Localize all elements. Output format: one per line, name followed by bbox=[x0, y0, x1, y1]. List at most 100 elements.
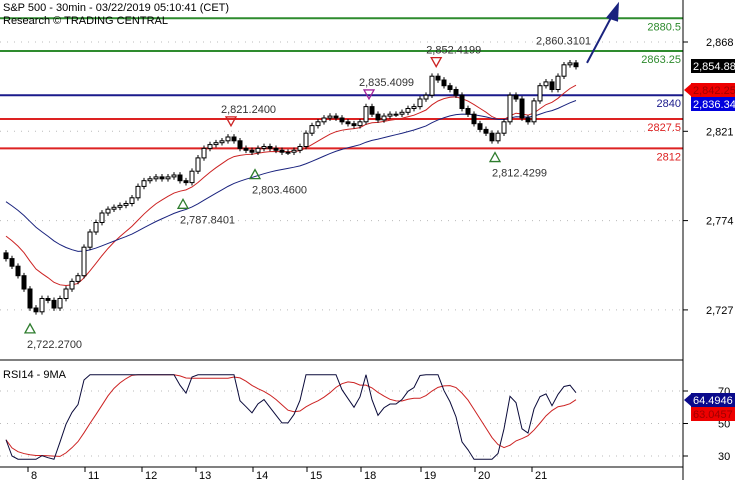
candle-body bbox=[39, 298, 45, 313]
candle-body bbox=[219, 140, 225, 144]
candle-body bbox=[141, 180, 147, 187]
candle-body bbox=[549, 81, 555, 91]
candle-body bbox=[333, 115, 339, 119]
candle-body bbox=[87, 231, 93, 248]
forecast-arrow-head-icon bbox=[606, 1, 619, 22]
candle-body bbox=[357, 121, 363, 127]
candle-body bbox=[93, 222, 99, 233]
candlesticks bbox=[3, 60, 579, 315]
candle-body bbox=[57, 298, 63, 309]
candle-body bbox=[399, 111, 405, 115]
candle-body bbox=[243, 147, 249, 151]
candle-body bbox=[51, 299, 57, 309]
candle-body bbox=[477, 123, 483, 130]
rsi-y-tick-label: 50 bbox=[718, 419, 730, 431]
candle-body bbox=[573, 62, 579, 68]
candle-body bbox=[33, 307, 39, 313]
high-annotation-label: 2,835.4099 bbox=[359, 77, 414, 89]
rsi-y-tick-label: 30 bbox=[718, 451, 730, 463]
high-annotation-label: 2,821.2400 bbox=[221, 104, 276, 116]
candle-body bbox=[555, 75, 561, 90]
candle-body bbox=[501, 121, 507, 134]
candle-body bbox=[561, 64, 567, 77]
candle-body bbox=[237, 140, 243, 149]
moving-averages bbox=[5, 84, 577, 286]
candle-body bbox=[231, 136, 237, 142]
candle-body bbox=[9, 258, 15, 267]
rsi-value-tag-pointer bbox=[684, 393, 692, 407]
last-price-tag: 2,854.88 bbox=[693, 61, 735, 73]
x-tick-label: 14 bbox=[256, 470, 268, 480]
candle-body bbox=[153, 176, 159, 180]
candle-body bbox=[489, 132, 495, 142]
candle-body bbox=[183, 180, 189, 184]
x-tick-label: 8 bbox=[31, 470, 37, 480]
rsi-value-tag-bg bbox=[691, 393, 735, 407]
candle-body bbox=[111, 206, 117, 210]
candle-body bbox=[267, 146, 273, 149]
ma-fast-tag-bg bbox=[691, 83, 735, 97]
candle-body bbox=[447, 85, 453, 90]
candle-body bbox=[99, 212, 105, 223]
candle-body bbox=[411, 106, 417, 109]
grid-lines bbox=[0, 41, 683, 457]
candle-body bbox=[171, 174, 177, 178]
candle-body bbox=[165, 176, 171, 180]
rsi-value-tag: 64.4946 bbox=[693, 395, 733, 407]
moving-average-line bbox=[5, 100, 577, 252]
y-tick-label: 2,774 bbox=[706, 216, 734, 228]
level-label: 2812 bbox=[657, 151, 681, 163]
candle-body bbox=[75, 275, 81, 282]
candle-body bbox=[273, 147, 279, 151]
low-marker-triangle-icon bbox=[488, 151, 502, 163]
candle-body bbox=[189, 170, 195, 184]
low-marker-triangle-icon bbox=[23, 322, 37, 334]
candle-body bbox=[375, 113, 381, 121]
y-tick-label: 2,727 bbox=[706, 305, 734, 317]
candle-body bbox=[303, 132, 309, 147]
x-tick-label: 13 bbox=[199, 470, 211, 480]
candle-body bbox=[285, 151, 291, 154]
candle-body bbox=[63, 288, 69, 299]
candle-body bbox=[513, 94, 519, 100]
candle-body bbox=[363, 106, 369, 123]
low-annotation-label: 2,803.4600 bbox=[252, 185, 307, 197]
candle-body bbox=[255, 147, 261, 153]
candle-body bbox=[387, 113, 393, 117]
candle-body bbox=[345, 121, 351, 125]
x-tick-label: 15 bbox=[310, 470, 322, 480]
low-annotation-label: 2,722.2700 bbox=[27, 339, 82, 351]
candle-body bbox=[543, 81, 549, 87]
high-marker-triangle-icon bbox=[224, 116, 238, 128]
candle-body bbox=[465, 108, 471, 115]
level-label: 2840 bbox=[657, 98, 681, 110]
candle-body bbox=[429, 75, 435, 96]
low-annotation-label: 2,787.8401 bbox=[180, 214, 235, 226]
candle-body bbox=[435, 75, 441, 81]
candle-body bbox=[519, 98, 525, 119]
chart-credit: Research © TRADING CENTRAL bbox=[3, 15, 168, 27]
low-annotation-label: 2,812.4299 bbox=[492, 168, 547, 180]
candle-body bbox=[159, 176, 165, 180]
candle-body bbox=[525, 117, 531, 123]
candle-body bbox=[291, 149, 297, 153]
candle-body bbox=[135, 185, 141, 199]
candle-body bbox=[129, 197, 135, 205]
ma-slow-tag-bg bbox=[691, 97, 735, 111]
candle-body bbox=[459, 94, 465, 109]
candle-body bbox=[27, 288, 33, 309]
candle-body bbox=[531, 100, 537, 123]
candle-body bbox=[201, 147, 207, 159]
chart-title: S&P 500 - 30min - 03/22/2019 05:10:41 (C… bbox=[3, 2, 229, 14]
candle-body bbox=[123, 203, 129, 206]
moving-average-line bbox=[5, 84, 577, 286]
x-tick-label: 21 bbox=[535, 470, 547, 480]
candle-body bbox=[3, 252, 9, 260]
rsi-ma-line bbox=[5, 374, 577, 457]
y-tick-label: 2,821 bbox=[706, 126, 734, 138]
candle-body bbox=[339, 117, 345, 123]
candle-body bbox=[207, 144, 213, 149]
candle-body bbox=[177, 174, 183, 182]
